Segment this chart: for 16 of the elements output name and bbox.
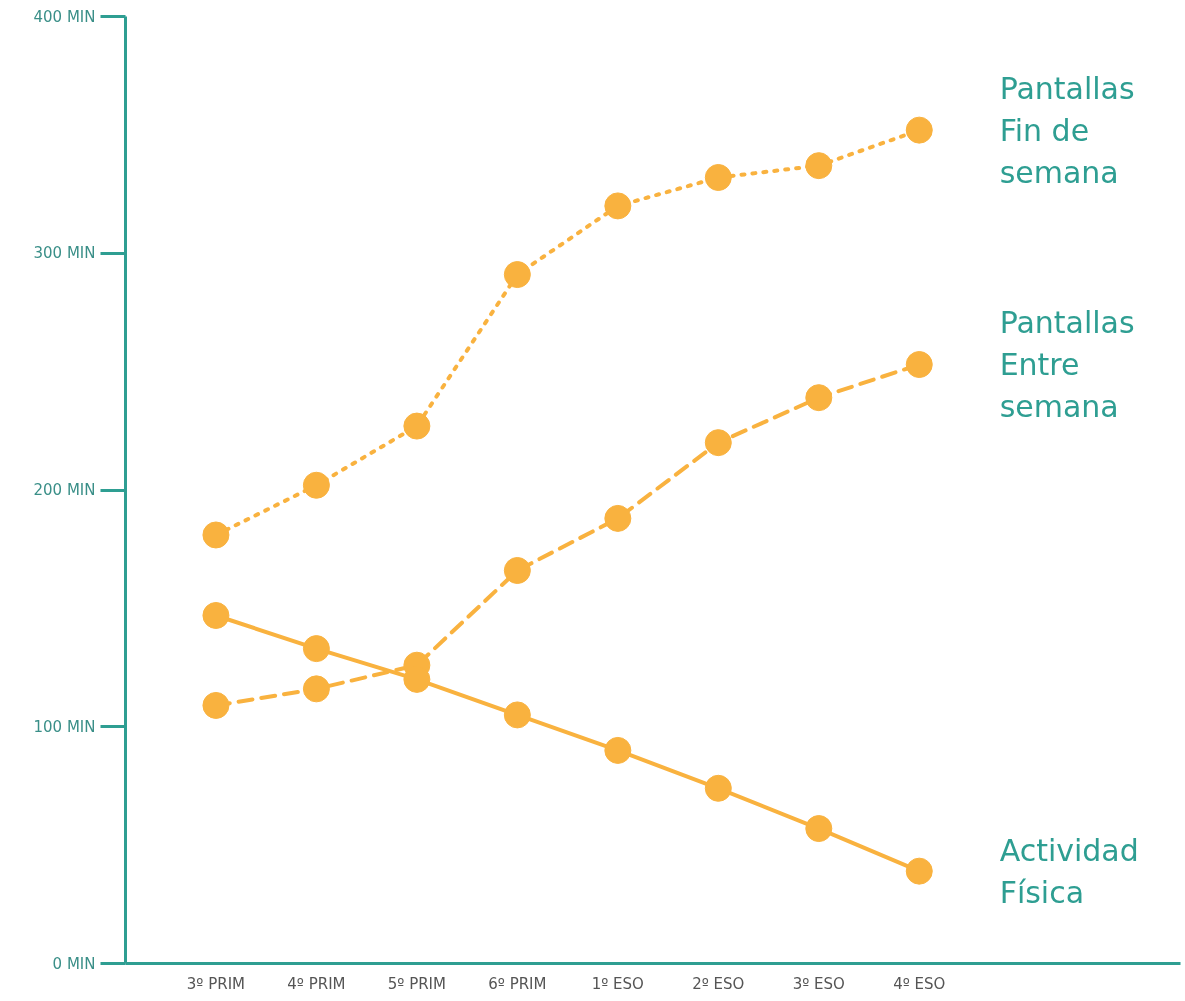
x-tick-label: 6º PRIM	[488, 974, 547, 993]
x-tick-label: 5º PRIM	[387, 974, 446, 993]
text: Pantallas Entre semana	[999, 305, 1135, 425]
y-tick-label: 0 MIN	[52, 954, 96, 973]
y-tick-label: 100 MIN	[33, 717, 96, 736]
x-tick-label: 1º ESO	[591, 974, 644, 993]
text: Pantallas Fin de semana	[999, 70, 1135, 190]
y-tick-label: 300 MIN	[33, 244, 96, 263]
x-tick-label: 3º ESO	[792, 974, 845, 993]
x-tick-label: 4º ESO	[893, 974, 946, 993]
x-tick-label: 2º ESO	[692, 974, 745, 993]
x-tick-label: 3º PRIM	[186, 974, 246, 993]
text: Actividad Física	[999, 832, 1139, 910]
y-tick-label: 400 MIN	[33, 7, 96, 26]
y-tick-label: 200 MIN	[33, 481, 96, 499]
x-tick-label: 4º PRIM	[287, 974, 346, 993]
